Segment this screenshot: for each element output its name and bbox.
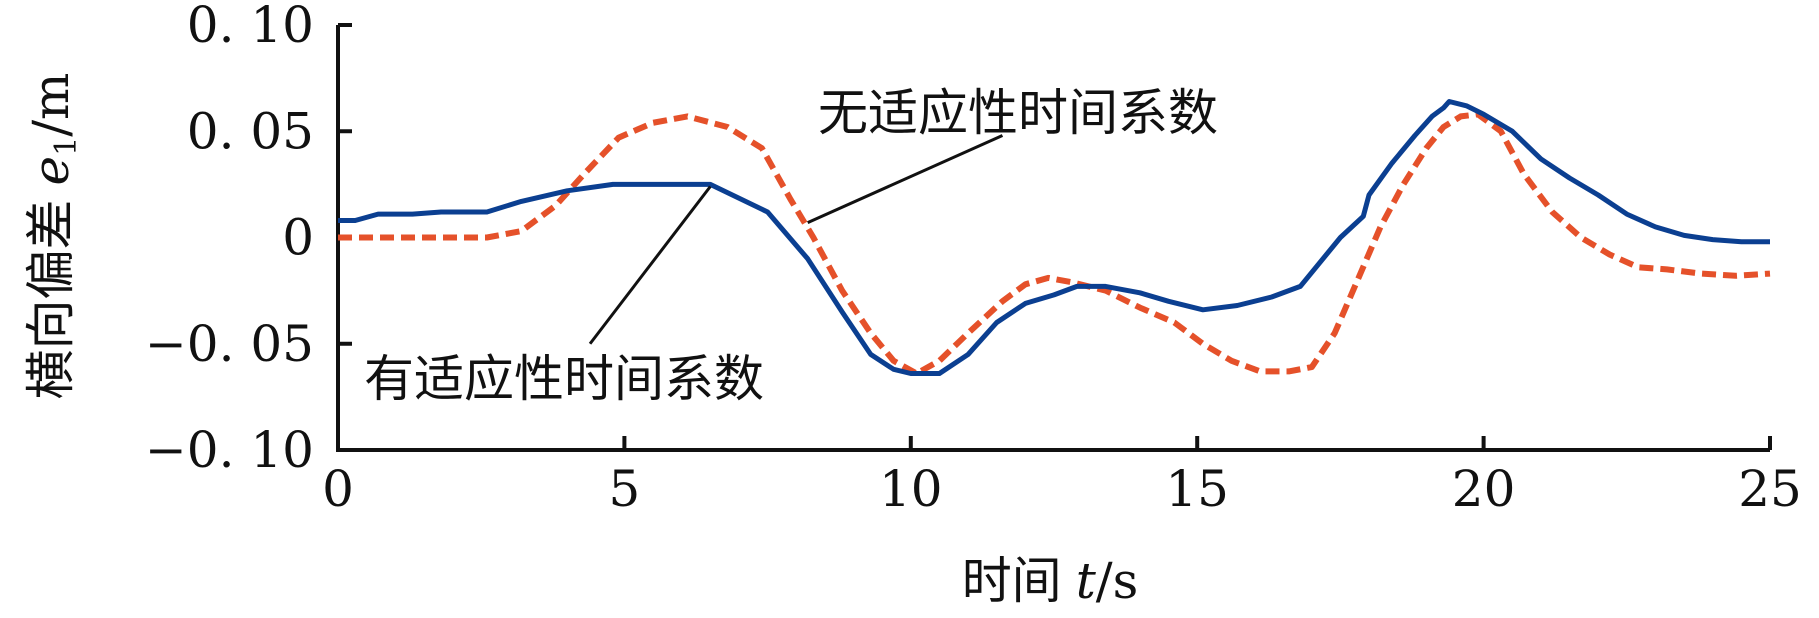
x-tick-label: 25 (1738, 460, 1802, 518)
y-axis-title: 横向偏差e1/m (22, 73, 84, 400)
x-tick-label: 0 (322, 460, 354, 518)
series-line-without-adaptive (338, 111, 1771, 377)
annotation-leader-with-adaptive (588, 185, 712, 345)
y-ticks: 0. 10 0. 05 0 −0. 05 −0. 10 (145, 0, 352, 479)
x-tick-label: 20 (1452, 460, 1516, 518)
series-line-with-adaptive (338, 99, 1770, 376)
annotation-leader-without-adaptive (807, 134, 1004, 224)
annotation-without-adaptive: 无适应性时间系数 (818, 84, 1218, 142)
y-tick-label: 0 (282, 209, 314, 267)
x-tick-label: 5 (608, 460, 640, 518)
x-tick-label: 15 (1165, 460, 1229, 518)
y-tick-label: 0. 05 (187, 102, 314, 160)
x-tick-label: 10 (879, 460, 943, 518)
y-tick-label: −0. 10 (145, 421, 314, 479)
y-tick-label: −0. 05 (145, 315, 314, 373)
x-axis-title: 时间 t/s (962, 552, 1139, 610)
y-tick-label: 0. 10 (187, 0, 314, 54)
x-ticks: 0 5 10 15 20 25 (322, 436, 1802, 518)
annotation-with-adaptive: 有适应性时间系数 (364, 350, 764, 408)
series-layer (338, 99, 1771, 377)
